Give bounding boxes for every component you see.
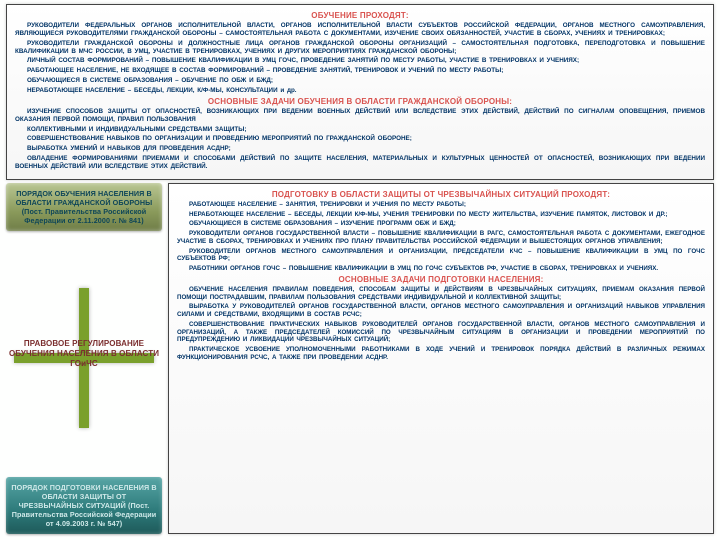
right-p9: СОВЕРШЕНСТВОВАНИЕ ПРАКТИЧЕСКИХ НАВЫКОВ Р… [177,321,705,344]
top-body-1: РУКОВОДИТЕЛИ ФЕДЕРАЛЬНЫХ ОРГАНОВ ИСПОЛНИ… [15,22,705,95]
sidebar-box-mid: ПРАВОВОЕ РЕГУЛИРОВАНИЕ ОБУЧЕНИЯ НАСЕЛЕНИ… [6,331,162,377]
top-p3: ЛИЧНЫЙ СОСТАВ ФОРМИРОВАНИЙ – ПОВЫШЕНИЕ К… [15,57,705,65]
right-p8: ВЫРАБОТКА У РУКОВОДИТЕЛЕЙ ОРГАНОВ ГОСУДА… [177,303,705,319]
top-p9: СОВЕРШЕНСТВОВАНИЕ НАВЫКОВ ПО ОРГАНИЗАЦИИ… [15,135,705,143]
top-p7: ИЗУЧЕНИЕ СПОСОБОВ ЗАЩИТЫ ОТ ОПАСНОСТЕЙ, … [15,108,705,124]
right-p5: РУКОВОДИТЕЛИ ОРГАНОВ МЕСТНОГО САМОУПРАВЛ… [177,248,705,264]
sidebar-spacer-1 [6,231,162,331]
right-heading-2: ОСНОВНЫЕ ЗАДАЧИ ПОДГОТОВКИ НАСЕЛЕНИЯ: [177,275,705,284]
right-p2: НЕРАБОТАЮЩЕЕ НАСЕЛЕНИЕ – БЕСЕДЫ, ЛЕКЦИИ … [177,211,705,219]
top-p1: РУКОВОДИТЕЛИ ФЕДЕРАЛЬНЫХ ОРГАНОВ ИСПОЛНИ… [15,22,705,38]
top-p10: ВЫРАБОТКА УМЕНИЙ И НАВЫКОВ ДЛЯ ПРОВЕДЕНИ… [15,145,705,153]
sidebar-box-top: ПОРЯДОК ОБУЧЕНИЯ НАСЕЛЕНИЯ В ОБЛАСТИ ГРА… [6,183,162,231]
right-p7: ОБУЧЕНИЕ НАСЕЛЕНИЯ ПРАВИЛАМ ПОВЕДЕНИЯ, С… [177,286,705,302]
top-p2: РУКОВОДИТЕЛИ ГРАЖДАНСКОЙ ОБОРОНЫ И ДОЛЖН… [15,40,705,56]
top-p11: ОВЛАДЕНИЕ ФОРМИРОВАНИЯМИ ПРИЕМАМИ И СПОС… [15,155,705,171]
top-heading-2: ОСНОВНЫЕ ЗАДАЧИ ОБУЧЕНИЯ В ОБЛАСТИ ГРАЖД… [15,97,705,106]
right-p6: РАБОТНИКИ ОРГАНОВ ГОЧС – ПОВЫШЕНИЕ КВАЛИ… [177,265,705,273]
top-panel: ОБУЧЕНИЕ ПРОХОДЯТ: РУКОВОДИТЕЛИ ФЕДЕРАЛЬ… [6,4,714,180]
sidebar-spacer-2 [6,377,162,477]
right-p4: РУКОВОДИТЕЛИ ОРГАНОВ ГОСУДАРСТВЕННОЙ ВЛА… [177,230,705,246]
sidebar-box-bottom: ПОРЯДОК ПОДГОТОВКИ НАСЕЛЕНИЯ В ОБЛАСТИ З… [6,477,162,534]
top-p8: КОЛЛЕКТИВНЫМИ И ИНДИВИДУАЛЬНЫМИ СРЕДСТВА… [15,126,705,134]
top-p4: РАБОТАЮЩЕЕ НАСЕЛЕНИЕ, НЕ ВХОДЯЩЕЕ В СОСТ… [15,67,705,75]
top-heading-1: ОБУЧЕНИЕ ПРОХОДЯТ: [15,11,705,20]
top-p5: ОБУЧАЮЩИЕСЯ В СИСТЕМЕ ОБРАЗОВАНИЯ – ОБУЧ… [15,77,705,85]
right-p1: РАБОТАЮЩЕЕ НАСЕЛЕНИЕ – ЗАНЯТИЯ, ТРЕНИРОВ… [177,201,705,209]
lower-row: ПОРЯДОК ОБУЧЕНИЯ НАСЕЛЕНИЯ В ОБЛАСТИ ГРА… [6,183,714,534]
top-body-2: ИЗУЧЕНИЕ СПОСОБОВ ЗАЩИТЫ ОТ ОПАСНОСТЕЙ, … [15,108,705,171]
right-body-1: РАБОТАЮЩЕЕ НАСЕЛЕНИЕ – ЗАНЯТИЯ, ТРЕНИРОВ… [177,201,705,273]
right-heading-1: ПОДГОТОВКУ В ОБЛАСТИ ЗАЩИТЫ ОТ ЧРЕЗВЫЧАЙ… [177,190,705,199]
right-panel: ПОДГОТОВКУ В ОБЛАСТИ ЗАЩИТЫ ОТ ЧРЕЗВЫЧАЙ… [168,183,714,534]
top-p6: НЕРАБОТАЮЩЕЕ НАСЕЛЕНИЕ – БЕСЕДЫ, ЛЕКЦИИ,… [15,87,705,95]
right-p3: ОБУЧАЮЩИЕСЯ В СИСТЕМЕ ОБРАЗОВАНИЯ – ИЗУЧ… [177,220,705,228]
right-body-2: ОБУЧЕНИЕ НАСЕЛЕНИЯ ПРАВИЛАМ ПОВЕДЕНИЯ, С… [177,286,705,362]
sidebar: ПОРЯДОК ОБУЧЕНИЯ НАСЕЛЕНИЯ В ОБЛАСТИ ГРА… [6,183,162,534]
right-p10: ПРАКТИЧЕСКОЕ УСВОЕНИЕ УПОЛНОМОЧЕННЫМИ РА… [177,346,705,362]
slide-root: ОБУЧЕНИЕ ПРОХОДЯТ: РУКОВОДИТЕЛИ ФЕДЕРАЛЬ… [0,0,720,540]
